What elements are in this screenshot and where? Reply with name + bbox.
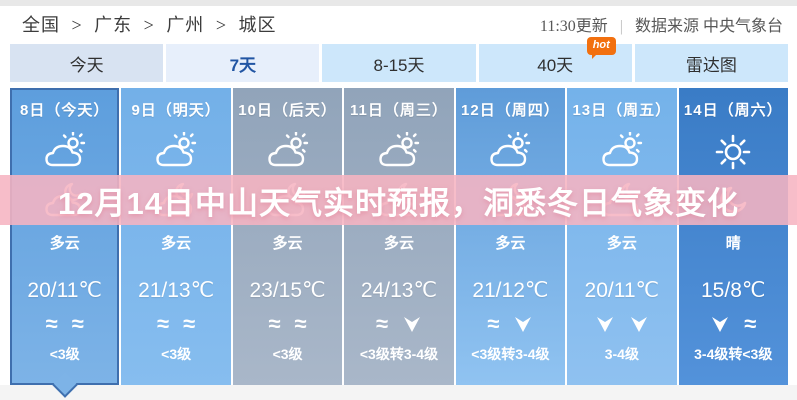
wind-arrow-icon	[515, 317, 532, 332]
forecast-tabs: 今天 7天 8-15天 40天 hot 雷达图	[10, 37, 789, 82]
wind-icons: ≈ ≈	[233, 310, 342, 338]
tab-7day[interactable]: 7天	[166, 44, 320, 82]
wind-level: <3级	[272, 346, 303, 362]
wind-level: <3级	[49, 346, 80, 362]
day-column-sat[interactable]: 14日（周六） 晴 15/8℃ ≈ 3-4级转<3级	[678, 88, 788, 385]
bottom-area	[0, 385, 797, 400]
temperature-range: 24/13℃	[360, 279, 438, 302]
day-column-tomorrow[interactable]: 9日（明天） 多云 21/13℃ ≈ ≈ <3级	[121, 88, 231, 385]
breeze-icon: ≈	[45, 311, 58, 336]
wind-arrow-icon	[630, 317, 647, 332]
partly-cloudy-icon	[10, 130, 119, 174]
day-date: 9日（明天）	[131, 102, 221, 119]
wind-icons: ≈ ≈	[121, 310, 230, 338]
wind-arrow-icon	[712, 317, 729, 332]
partly-cloudy-icon	[121, 130, 230, 174]
temperature-range: 20/11℃	[27, 279, 102, 302]
day-date: 14日（周六）	[683, 102, 783, 119]
tab-today[interactable]: 今天	[10, 44, 164, 82]
weather-condition: 多云	[495, 235, 526, 252]
day-date: 13日（周五）	[572, 102, 672, 119]
wind-icons	[567, 310, 676, 338]
weather-condition: 多云	[161, 235, 192, 252]
seven-day-forecast: 8日（今天） 多云 20/11℃ ≈ ≈ <3级 9日（明天） 多云 21/13…	[10, 88, 788, 398]
wind-icons: ≈	[344, 310, 453, 338]
day-date: 12日（周四）	[461, 102, 560, 119]
update-info: 11:30更新 | 数据来源 中央气象台	[540, 12, 783, 36]
breadcrumb-separator: >	[143, 15, 155, 35]
breadcrumb-city[interactable]: 广州	[166, 15, 205, 35]
temperature-range: 21/12℃	[472, 279, 549, 302]
wind-icons: ≈	[456, 310, 565, 338]
wind-icons: ≈	[679, 310, 788, 338]
wind-arrow-icon	[596, 317, 613, 332]
tab-40day-label: 40天	[537, 55, 574, 75]
breeze-icon: ≈	[183, 311, 196, 336]
breeze-icon: ≈	[294, 311, 307, 336]
tab-8-15day[interactable]: 8-15天	[322, 44, 476, 82]
day-column-thu[interactable]: 12日（周四） 多云 21/12℃ ≈ <3级转3-4级	[455, 88, 566, 385]
day-column-today[interactable]: 8日（今天） 多云 20/11℃ ≈ ≈ <3级	[10, 88, 120, 398]
update-time: 11:30更新	[539, 18, 608, 35]
breadcrumb-separator: >	[215, 15, 227, 35]
day-date: 10日（后天）	[238, 102, 337, 119]
tab-radar[interactable]: 雷达图	[634, 44, 789, 82]
breeze-icon: ≈	[375, 311, 389, 336]
breadcrumb-province[interactable]: 广东	[94, 15, 133, 35]
breeze-icon: ≈	[744, 311, 757, 336]
breeze-icon: ≈	[268, 311, 281, 336]
temperature-range: 21/13℃	[138, 279, 215, 302]
breeze-icon: ≈	[71, 311, 84, 336]
partly-cloudy-icon	[456, 130, 565, 174]
breeze-icon: ≈	[157, 311, 170, 336]
header: 全国 > 广东 > 广州 > 城区 11:30更新 | 数据来源 中央气象台	[0, 6, 797, 42]
day-date: 11日（周三）	[350, 102, 448, 119]
hot-badge: hot	[586, 37, 616, 59]
partly-cloudy-icon	[233, 130, 342, 174]
sunny-icon	[679, 130, 788, 174]
weather-condition: 多云	[272, 235, 303, 252]
breadcrumb: 全国 > 广东 > 广州 > 城区	[22, 11, 276, 37]
temperature-range: 23/15℃	[249, 279, 326, 302]
breadcrumb-separator: >	[71, 15, 83, 35]
weather-condition: 晴	[725, 235, 741, 252]
wind-icons: ≈ ≈	[10, 310, 119, 338]
partly-cloudy-icon	[567, 130, 676, 174]
info-divider: |	[619, 18, 623, 35]
article-title: 12月14日中山天气实时预报，洞悉冬日气象变化	[58, 185, 739, 221]
wind-level: <3级	[161, 346, 192, 362]
weather-condition: 多云	[383, 235, 414, 252]
breadcrumb-district[interactable]: 城区	[238, 15, 277, 35]
partly-cloudy-icon	[344, 130, 453, 174]
wind-level: <3级转3-4级	[471, 346, 550, 362]
day-date: 8日（今天）	[20, 102, 110, 119]
day-column-day-after[interactable]: 10日（后天） 多云 23/15℃ ≈ ≈ <3级	[232, 88, 343, 385]
wind-level: <3级转3-4级	[359, 346, 439, 362]
weather-condition: 多云	[49, 235, 80, 252]
data-source: 数据来源 中央气象台	[634, 18, 783, 35]
day-column-fri[interactable]: 13日（周五） 多云 20/11℃ 3-4级	[567, 88, 677, 385]
day-column-wed[interactable]: 11日（周三） 多云 24/13℃ ≈ <3级转3-4级	[344, 88, 454, 385]
wind-level: 3-4级	[604, 346, 639, 362]
breeze-icon: ≈	[487, 311, 500, 336]
wind-arrow-icon	[404, 317, 421, 332]
wind-level: 3-4级转<3级	[694, 346, 773, 362]
breadcrumb-nation[interactable]: 全国	[22, 15, 60, 35]
article-title-banner: 12月14日中山天气实时预报，洞悉冬日气象变化	[0, 175, 797, 225]
top-divider	[0, 0, 797, 6]
tab-40day[interactable]: 40天 hot	[478, 37, 632, 82]
temperature-range: 20/11℃	[584, 279, 660, 302]
weather-condition: 多云	[606, 235, 637, 252]
temperature-range: 15/8℃	[701, 279, 766, 302]
